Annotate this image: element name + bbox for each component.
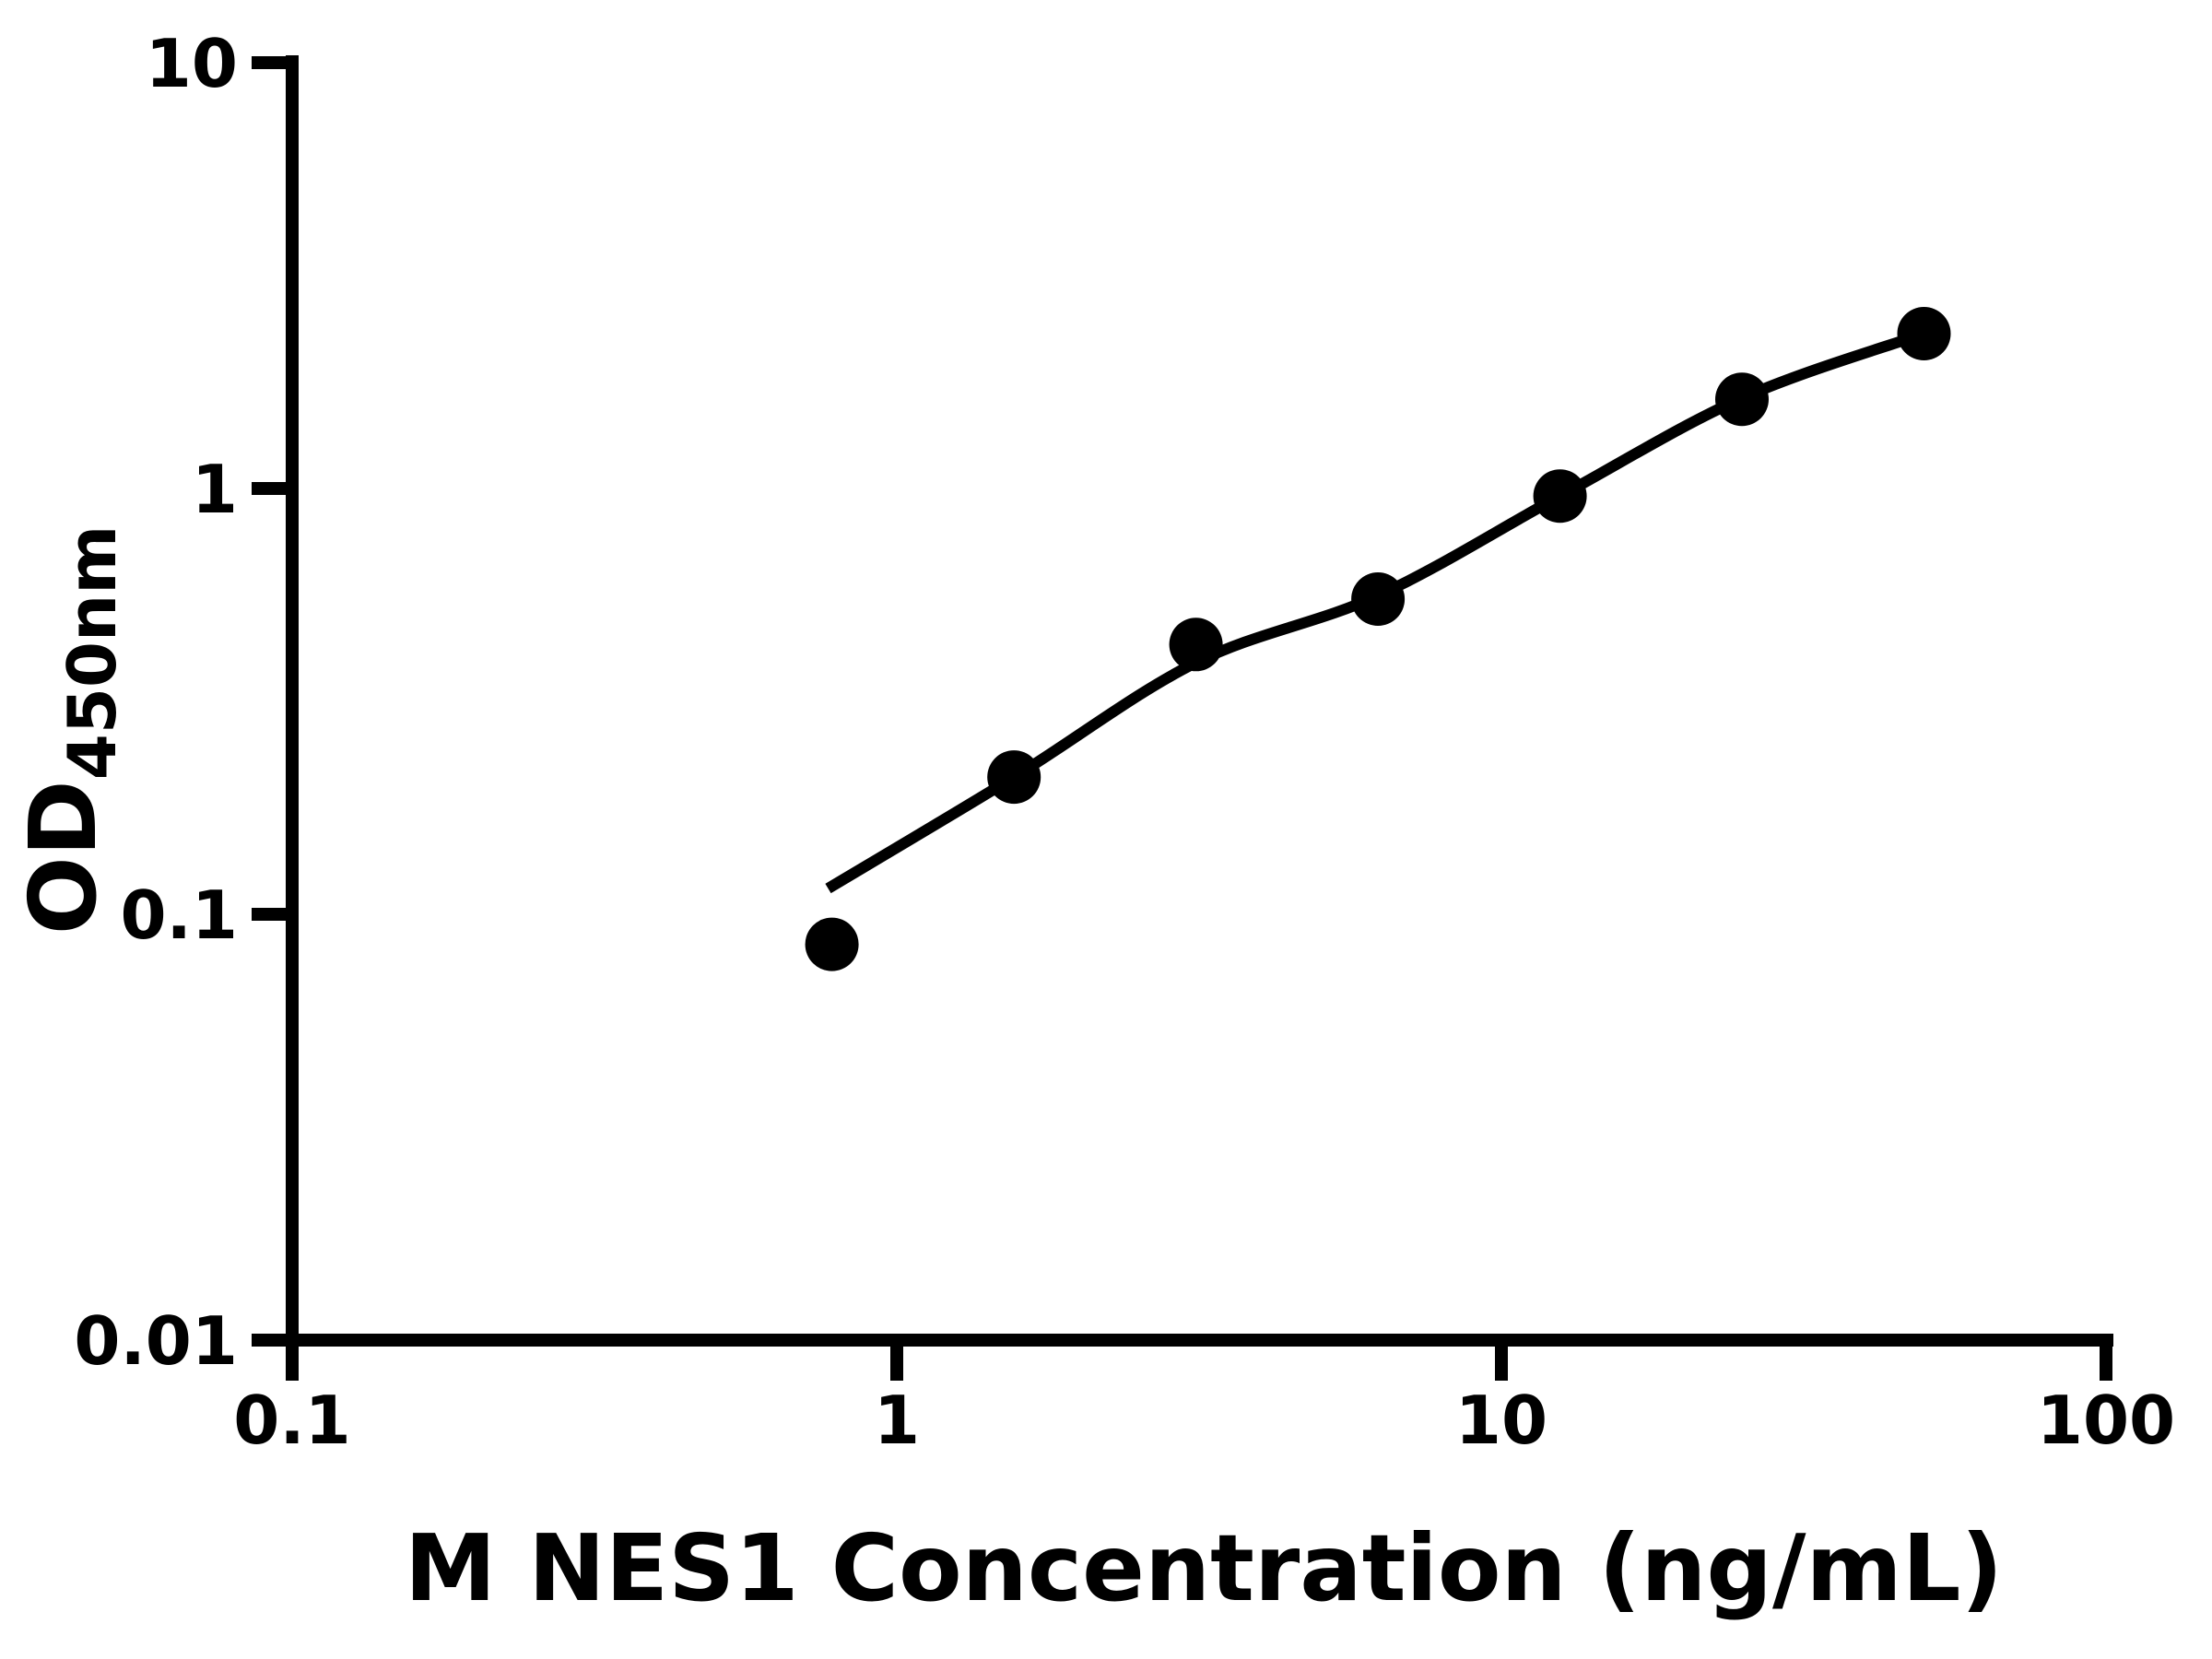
x-tick-label: 1: [874, 1382, 920, 1459]
y-tick-label: 10: [146, 25, 238, 102]
y-axis-title-main: OD: [9, 780, 117, 935]
y-axis-ticks: [252, 56, 292, 1347]
data-point: [1715, 372, 1769, 427]
data-points: [805, 307, 1951, 971]
x-tick-label: 10: [1455, 1382, 1547, 1459]
x-axis-title: M NES1 Concentration (ng/mL): [405, 1514, 2003, 1622]
data-point: [987, 750, 1041, 805]
data-point: [805, 917, 859, 971]
x-axis-ticks: [286, 1340, 2112, 1381]
y-tick-label: 0.1: [120, 877, 238, 954]
y-tick-label: 0.01: [74, 1302, 238, 1380]
y-tick-label: 1: [192, 451, 238, 528]
y-axis-title: OD450nm: [9, 525, 131, 935]
x-axis-tick-labels: 0.1 1 10 100: [233, 1382, 2175, 1459]
data-point: [1169, 618, 1223, 672]
data-point: [1897, 307, 1951, 360]
data-point: [1533, 469, 1587, 524]
data-point: [1351, 572, 1406, 626]
y-axis-tick-labels: 0.01 0.1 1 10: [74, 25, 238, 1380]
y-axis-title-subscript: 450nm: [53, 525, 131, 781]
x-tick-label: 0.1: [233, 1382, 351, 1459]
x-tick-label: 100: [2037, 1382, 2175, 1459]
